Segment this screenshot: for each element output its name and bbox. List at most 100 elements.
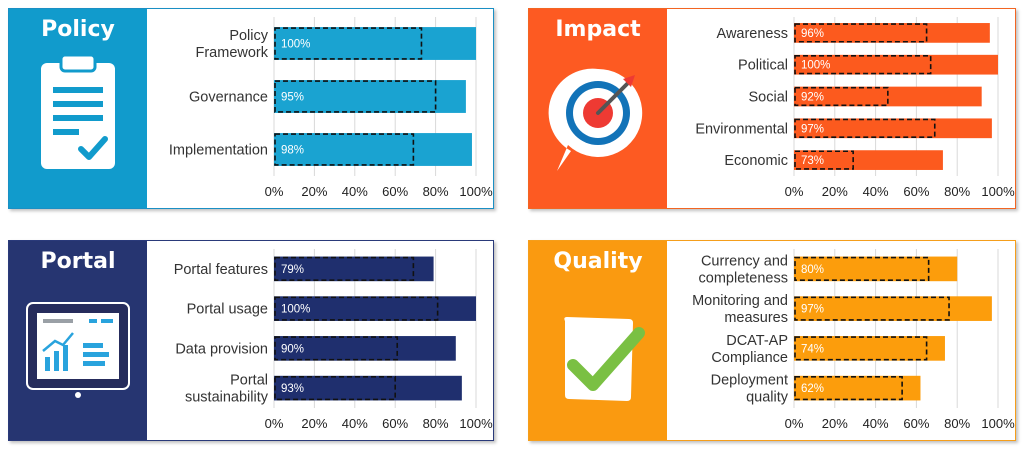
x-tick-label: 0% xyxy=(265,416,284,431)
bar xyxy=(794,54,998,75)
dashed-benchmark-box xyxy=(274,27,423,60)
dashed-benchmark-box xyxy=(794,336,928,361)
x-tick-label: 80% xyxy=(423,416,449,431)
category-label: Compliance xyxy=(711,350,788,366)
bar-value-label: 92% xyxy=(801,92,824,104)
x-tick-label: 0% xyxy=(785,416,804,431)
x-tick-label: 60% xyxy=(382,184,408,199)
bar-chart-svg: 0% 20% 40% 60% 80% 100% 79% Portal features 100%… xyxy=(174,249,493,431)
dashed-benchmark-box xyxy=(794,376,903,401)
category-label: completeness xyxy=(699,270,788,286)
dashboard-monitor-icon xyxy=(26,302,130,398)
bar-value-label: 73% xyxy=(801,155,824,167)
dashed-benchmark-box xyxy=(794,118,936,138)
bar-value-label: 98% xyxy=(281,145,304,157)
category-label: DCAT-AP xyxy=(726,333,788,349)
portal-panel: Portal 0% 20% 40% 60% 80% 100% 79% Portal featu… xyxy=(8,240,494,441)
x-tick-label: 60% xyxy=(382,416,408,431)
bar xyxy=(794,375,921,401)
bar-value-label: 100% xyxy=(801,60,830,72)
x-tick-label: 100% xyxy=(981,184,1015,199)
policy-chart: 0% 20% 40% 60% 80% 100% 100% Policy Framework 95%… xyxy=(147,9,493,208)
bar-value-label: 62% xyxy=(801,383,824,395)
bar xyxy=(274,336,456,361)
dashed-benchmark-box xyxy=(274,133,415,166)
category-label: sustainability xyxy=(185,390,269,406)
checkmark-note-icon xyxy=(564,317,645,401)
portal-sidebar: Portal xyxy=(9,241,147,440)
x-tick-label: 80% xyxy=(944,184,970,199)
category-label: Governance xyxy=(189,90,268,106)
policy-sidebar: Policy xyxy=(9,9,147,208)
x-tick-label: 40% xyxy=(863,416,889,431)
dashed-benchmark-box xyxy=(274,80,437,113)
category-label: Social xyxy=(749,90,789,106)
x-tick-label: 100% xyxy=(459,184,493,199)
dashed-benchmark-box xyxy=(794,150,854,170)
category-label: Implementation xyxy=(169,143,268,159)
x-tick-label: 20% xyxy=(301,416,327,431)
category-label: Policy xyxy=(229,28,268,44)
quality-sidebar: Quality xyxy=(529,241,667,440)
x-tick-label: 100% xyxy=(459,416,493,431)
bar xyxy=(794,23,990,43)
impact-sidebar: Impact xyxy=(529,9,667,208)
bar-chart-svg: 0% 20% 40% 60% 80% 100% 80% Currency andcomplet… xyxy=(692,249,1015,431)
quality-panel: Quality 0% 20% 40% 60% 80% 100% 80% Currency an… xyxy=(528,240,1016,441)
x-tick-label: 40% xyxy=(342,416,368,431)
x-tick-label: 20% xyxy=(822,184,848,199)
portal-chart: 0% 20% 40% 60% 80% 100% 79% Portal features 100%… xyxy=(147,241,493,440)
bar xyxy=(794,86,982,107)
x-tick-label: 20% xyxy=(301,184,327,199)
x-tick-label: 0% xyxy=(265,184,284,199)
category-label: Environmental xyxy=(695,121,788,137)
bar xyxy=(274,375,462,401)
dashed-benchmark-box xyxy=(794,86,889,107)
clipboard-check-icon xyxy=(41,53,115,169)
bar xyxy=(274,256,434,282)
bar-value-label: 93% xyxy=(281,383,304,395)
bar xyxy=(274,80,466,113)
bar xyxy=(794,118,992,139)
bar-value-label: 74% xyxy=(801,343,824,355)
category-label: Portal usage xyxy=(187,302,268,318)
x-tick-label: 40% xyxy=(342,184,368,199)
policy-panel: Policy 0% 20% 40% 60% 80% 100% 100% Policy Frame… xyxy=(8,8,494,209)
bar-value-label: 100% xyxy=(281,304,310,316)
category-label: Portal xyxy=(230,373,268,389)
category-label: Framework xyxy=(195,45,268,61)
category-label: Monitoring and xyxy=(692,293,788,309)
portal-title: Portal xyxy=(40,249,116,274)
dashed-benchmark-box xyxy=(274,296,439,321)
category-label: Economic xyxy=(724,153,788,169)
bar-value-label: 96% xyxy=(801,28,824,40)
x-tick-label: 80% xyxy=(944,416,970,431)
bar-value-label: 90% xyxy=(281,343,304,355)
x-tick-label: 100% xyxy=(981,416,1015,431)
quality-chart: 0% 20% 40% 60% 80% 100% 80% Currency and complet… xyxy=(667,241,1015,440)
x-tick-label: 20% xyxy=(822,416,848,431)
dashed-benchmark-box xyxy=(274,376,396,401)
bar xyxy=(794,150,943,170)
category-label: Data provision xyxy=(175,341,268,357)
impact-chart: 0% 20% 40% 60% 80% 100% 96% Awareness 100% Politi… xyxy=(667,9,1015,208)
bar-value-label: 100% xyxy=(281,39,310,51)
bar-value-label: 97% xyxy=(801,123,824,135)
bar xyxy=(274,296,476,321)
category-label: Portal features xyxy=(174,262,268,278)
x-tick-label: 60% xyxy=(903,184,929,199)
category-label: Political xyxy=(738,58,788,74)
policy-title: Policy xyxy=(41,17,115,42)
target-dart-icon xyxy=(548,68,643,171)
bar-chart-svg: 0% 20% 40% 60% 80% 100% 96% Awareness 100% Politi… xyxy=(695,17,1015,199)
bar xyxy=(794,296,992,321)
x-tick-label: 0% xyxy=(785,184,804,199)
quality-title: Quality xyxy=(553,249,643,274)
bar-value-label: 95% xyxy=(281,92,304,104)
dashed-benchmark-box xyxy=(794,256,930,281)
bar xyxy=(274,133,472,166)
bar xyxy=(274,27,476,60)
category-label: Awareness xyxy=(717,26,788,42)
category-label: Deployment xyxy=(711,373,788,389)
category-label: quality xyxy=(746,390,789,406)
